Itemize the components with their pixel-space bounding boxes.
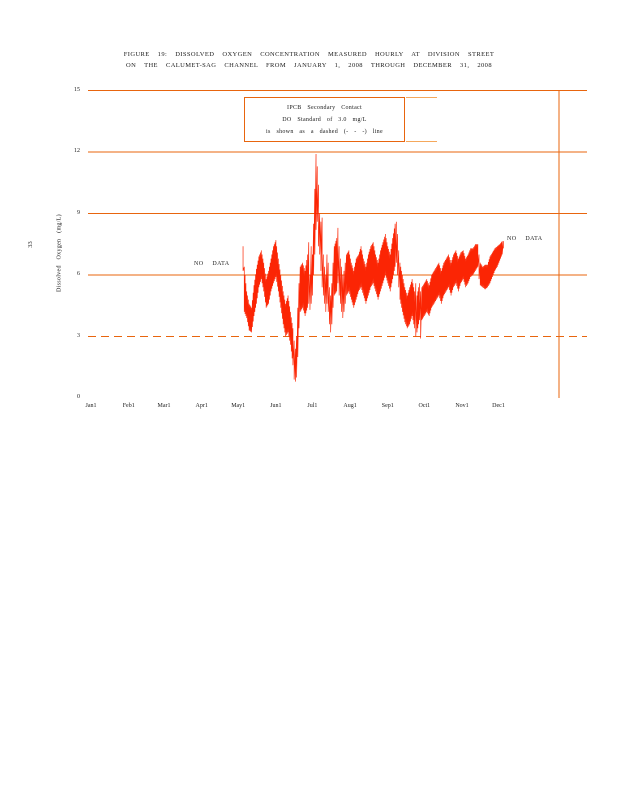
legend-line2: DO Standard of 3.0 mg/L xyxy=(282,117,367,123)
x-tick-label: May1 xyxy=(231,403,246,409)
figure-title-line1: FIGURE 19: DISSOLVED OXYGEN CONCENTRATIO… xyxy=(123,51,495,58)
legend-box: IPCB Secondary Contact DO Standard of 3.… xyxy=(244,97,405,142)
x-tick-label: Feb1 xyxy=(122,403,135,409)
x-tick-label: Aug1 xyxy=(343,403,357,409)
legend-border-overshoot-top xyxy=(406,97,437,98)
x-tick-label: Dec1 xyxy=(492,403,505,409)
x-tick-label: Jun1 xyxy=(270,403,282,409)
x-tick-label: Nov1 xyxy=(455,403,469,409)
x-tick-label: Jul1 xyxy=(307,403,318,409)
x-tick-label: Apr1 xyxy=(195,403,208,409)
x-tick-label: Oct1 xyxy=(418,403,431,409)
legend-line1: IPCB Secondary Contact xyxy=(287,105,362,111)
y-tick-label: 6 xyxy=(77,271,80,277)
x-tick-label: Sep1 xyxy=(381,403,394,409)
no-data-label-right: NO DATA xyxy=(507,236,543,242)
figure-title-line2: ON THE CALUMET-SAG CHANNEL FROM JANUARY … xyxy=(126,62,492,69)
legend-border-overshoot-bottom xyxy=(406,141,437,142)
y-tick-label: 12 xyxy=(74,148,80,154)
y-tick-label: 3 xyxy=(77,332,80,339)
legend-line3: is shown as a dashed (- - -) line xyxy=(266,129,383,135)
y-tick-label: 0 xyxy=(77,394,80,400)
do-trace xyxy=(242,154,504,382)
x-tick-label: Jan1 xyxy=(85,403,97,409)
y-tick-label: 9 xyxy=(77,209,80,216)
x-tick-label: Mar1 xyxy=(157,403,171,409)
y-tick-label: 15 xyxy=(74,86,80,93)
no-data-label-left: NO DATA xyxy=(194,261,230,267)
